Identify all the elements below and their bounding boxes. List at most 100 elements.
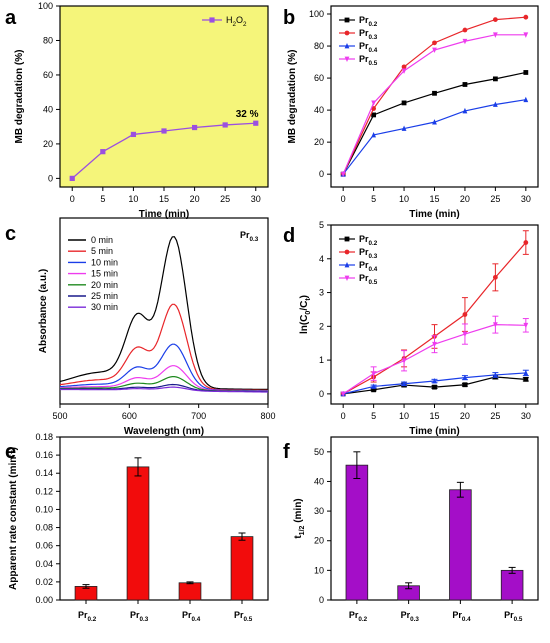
y-tick-label: 0.10 <box>35 504 53 514</box>
y-tick-label: 0 <box>319 389 324 399</box>
subscript-span: ) <box>8 447 19 450</box>
data-point <box>344 275 350 281</box>
x-tick-label: 800 <box>260 411 275 421</box>
y-tick-label: 40 <box>314 476 324 486</box>
subscript-span: 0.3 <box>410 616 419 623</box>
x-tick-label: 25 <box>490 194 500 204</box>
bar <box>500 569 524 601</box>
text-span: ln(C <box>299 315 310 334</box>
x-tick-label: 25 <box>490 411 500 421</box>
subscript-span: 2 <box>243 21 247 28</box>
y-tick-label: 20 <box>43 139 53 149</box>
data-point <box>371 383 377 389</box>
subscript-span: 0.2 <box>369 240 378 247</box>
data-point <box>371 131 377 138</box>
data-point <box>523 70 529 75</box>
data-point <box>462 374 468 381</box>
data-point <box>344 236 350 242</box>
data-point <box>344 17 350 23</box>
legend-label: Pr0.5 <box>359 273 378 286</box>
y-tick-label: 10 <box>314 565 324 575</box>
x-tick-label: 5 <box>371 194 376 204</box>
y-tick-label: 40 <box>43 104 53 114</box>
y-tick-label: 100 <box>38 1 53 11</box>
y-tick-label: 0 <box>48 173 53 183</box>
data-point <box>432 384 437 390</box>
text-span: Pr <box>504 610 514 620</box>
spectrum-line <box>59 343 268 392</box>
text-span: Pr <box>182 610 192 620</box>
data-point <box>371 387 377 393</box>
legend-label: Pr0.5 <box>359 54 378 67</box>
data-point <box>432 341 437 348</box>
category-label: Pr0.5 <box>504 610 523 623</box>
subscript-span: 0.5 <box>369 279 378 286</box>
data-point <box>401 64 407 70</box>
x-tick-label: 15 <box>429 411 439 421</box>
subscript-span: 0.2 <box>369 21 378 28</box>
x-tick-label: 5 <box>100 194 105 204</box>
data-point <box>191 124 198 131</box>
data-point <box>371 106 377 111</box>
legend-label: Pr0.2 <box>359 234 378 247</box>
subscript-span: 0.3 <box>369 34 378 41</box>
x-tick-label: 500 <box>52 411 67 421</box>
y-tick-label: 30 <box>314 506 324 516</box>
data-point <box>462 312 468 317</box>
y-axis-label: Apparent rate constant (min-1) <box>7 447 19 590</box>
data-point <box>401 68 407 74</box>
text-span: Pr <box>359 15 369 25</box>
y-tick-label: 60 <box>43 70 53 80</box>
data-point <box>432 40 437 46</box>
category-label: Pr0.3 <box>130 610 149 623</box>
data-point <box>462 27 468 33</box>
data-point <box>253 120 259 126</box>
subscript-span: t <box>305 298 312 301</box>
data-point <box>371 100 377 106</box>
legend-label: Pr0.3 <box>359 28 378 41</box>
x-axis-label: Wavelength (nm) <box>124 426 204 437</box>
y-tick-label: 0.18 <box>35 432 53 442</box>
legend-label: 20 min <box>91 280 118 290</box>
panel-e: e 0.00 0.02 0.04 0.06 0.08 0.10 0.12 0.14 0.16 0.1… <box>5 432 269 623</box>
subscript-span: 0.4 <box>462 616 471 623</box>
legend-label: 30 min <box>91 302 118 312</box>
text-span: Pr <box>359 247 369 257</box>
subscript-span: 0.2 <box>358 616 367 623</box>
x-tick-label: 5 <box>371 411 376 421</box>
subscript-span: 0.3 <box>369 253 378 260</box>
subscript-span: 0.4 <box>192 616 201 623</box>
x-axis-label: Time (min) <box>139 209 189 220</box>
x-axis-label: Time (min) <box>409 209 459 220</box>
subscript-span: -1 <box>7 450 14 456</box>
bar <box>449 489 472 601</box>
data-point <box>492 322 498 328</box>
subscript-span: (min) <box>293 498 304 525</box>
subscript-span: 0.4 <box>369 47 378 54</box>
data-point <box>492 32 498 38</box>
x-tick-label: 0 <box>341 411 346 421</box>
x-tick-label: 20 <box>460 411 470 421</box>
legend-label: H2O2 <box>226 15 247 28</box>
data-point <box>69 175 75 181</box>
data-point <box>222 122 228 128</box>
text-span: Pr <box>359 234 369 244</box>
data-point <box>523 32 529 38</box>
subscript-span: 0.3 <box>250 236 259 243</box>
legend-label: Pr0.4 <box>359 41 378 54</box>
y-tick-label: 4 <box>319 254 324 264</box>
subscript-span: 0.5 <box>369 60 378 67</box>
panel-label: f <box>283 441 290 463</box>
y-tick-label: 0.04 <box>35 559 53 569</box>
data-point <box>401 100 407 106</box>
data-point <box>462 38 468 45</box>
legend-label: 0 min <box>91 235 113 245</box>
y-axis-label: ln(C0/Ct) <box>299 295 312 334</box>
data-point <box>432 47 437 54</box>
data-point <box>492 274 498 280</box>
subscript-span: 0.3 <box>140 616 149 623</box>
data-point <box>344 249 350 255</box>
x-tick-label: 15 <box>159 194 169 204</box>
data-point <box>401 125 407 131</box>
